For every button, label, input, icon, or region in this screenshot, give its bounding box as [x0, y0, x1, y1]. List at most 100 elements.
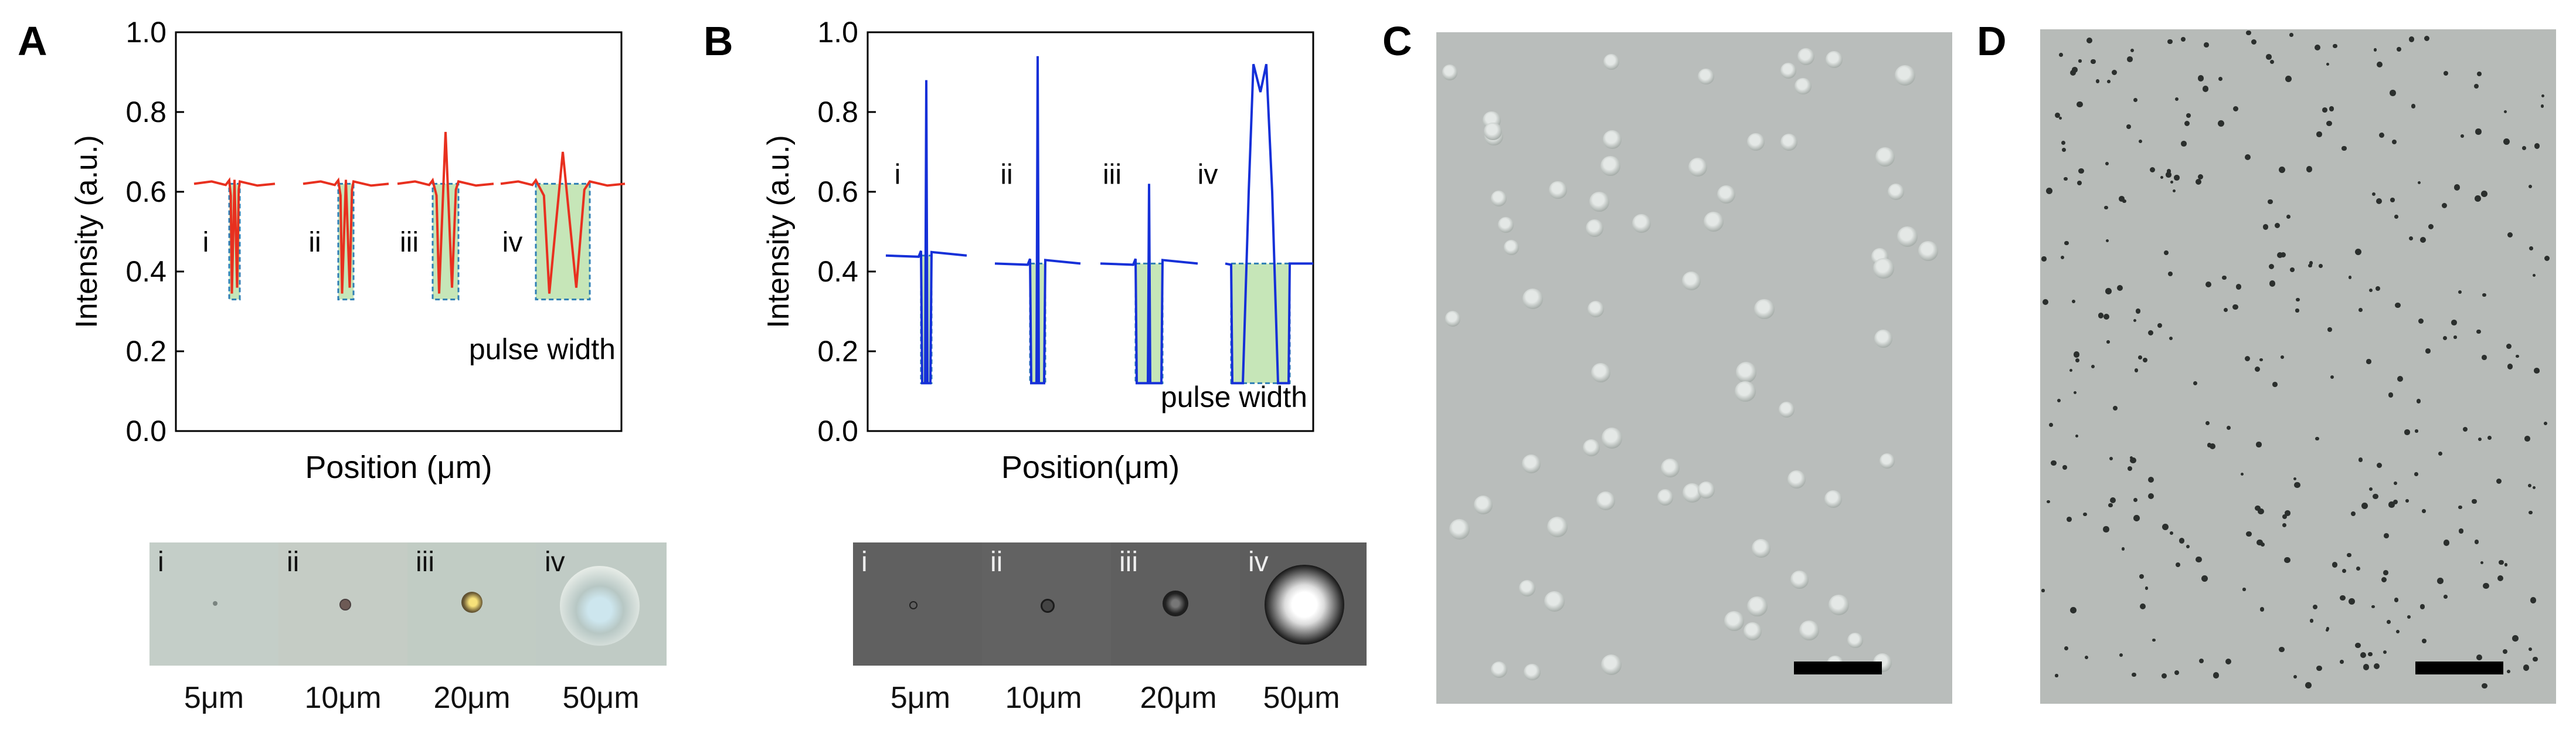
- particle: [2167, 39, 2173, 45]
- particle: [2162, 673, 2167, 679]
- microsphere: [1780, 63, 1796, 79]
- particle: [2062, 465, 2067, 470]
- profile-trace-ii: [994, 56, 1081, 385]
- strip-b-cell-iii: iii: [1111, 542, 1240, 666]
- particle: [2347, 552, 2351, 558]
- particle: [2142, 358, 2147, 363]
- particle: [2285, 510, 2290, 516]
- particle: [2240, 473, 2244, 476]
- microsphere: [1799, 620, 1819, 640]
- particle: [2534, 143, 2540, 149]
- particle: [2043, 299, 2048, 305]
- particle: [2528, 647, 2533, 652]
- particle: [2122, 199, 2126, 203]
- y-axis-label: Intensity (a.u.): [70, 135, 104, 328]
- particle: [2421, 638, 2427, 644]
- particle: [2360, 652, 2366, 659]
- microsphere: [1498, 216, 1514, 233]
- particle: [2103, 526, 2109, 533]
- particle: [2381, 576, 2387, 582]
- particle: [2235, 284, 2242, 290]
- particle: [2377, 62, 2383, 68]
- particle: [2180, 37, 2186, 42]
- particle: [2475, 195, 2481, 202]
- profile-trace-i: [885, 80, 967, 385]
- microsphere: [1724, 611, 1744, 631]
- particle: [2528, 185, 2533, 189]
- particle: [2269, 59, 2275, 64]
- microsphere: [1600, 155, 1620, 176]
- particle: [2201, 575, 2208, 582]
- particle: [2487, 435, 2492, 440]
- microsphere: [1874, 329, 1893, 348]
- microsphere: [1544, 591, 1565, 612]
- strip-b-cell-iv: iv: [1240, 542, 1367, 666]
- particle: [2058, 53, 2063, 57]
- particle: [2147, 477, 2154, 483]
- particle: [2246, 30, 2251, 36]
- microsphere: [1752, 539, 1770, 558]
- particle: [2179, 538, 2185, 544]
- microsphere: [1660, 458, 1680, 478]
- particle: [2502, 649, 2507, 654]
- particle: [2394, 598, 2399, 602]
- microsphere: [1688, 157, 1708, 177]
- particle: [2458, 505, 2462, 509]
- chart-b: 0.0 0.2 0.4 0.6 0.8 1.0 Intensity (a.u.) Positi…: [762, 16, 1314, 485]
- x-axis-label: Position(μm): [1001, 450, 1180, 485]
- particle: [2170, 531, 2174, 535]
- microsphere: [1847, 632, 1863, 649]
- particle: [2072, 300, 2076, 304]
- microsphere: [1602, 130, 1622, 150]
- particle: [2109, 457, 2113, 461]
- y-tick-label: 0.4: [125, 255, 166, 288]
- particle: [2532, 274, 2536, 277]
- particle: [2395, 629, 2400, 633]
- particle: [2313, 605, 2318, 610]
- particle: [2174, 175, 2180, 181]
- particle: [2504, 563, 2507, 567]
- particle: [2481, 190, 2487, 197]
- particle: [2373, 48, 2377, 52]
- particle: [2341, 145, 2347, 151]
- particle: [2242, 588, 2246, 591]
- particle: [2409, 236, 2414, 240]
- particle: [2503, 138, 2510, 145]
- particle: [2383, 650, 2387, 654]
- particle: [2266, 54, 2272, 60]
- particle: [2075, 435, 2078, 438]
- particle: [2340, 660, 2344, 664]
- particle: [2091, 59, 2096, 64]
- particle: [2282, 514, 2288, 520]
- particle: [2108, 503, 2113, 508]
- particle: [2130, 49, 2134, 53]
- particle: [2205, 420, 2210, 426]
- droplet-20um-image: [461, 592, 482, 613]
- particle: [2077, 181, 2082, 186]
- microsphere: [1795, 77, 1812, 95]
- particle: [2175, 97, 2179, 101]
- particle: [2119, 653, 2123, 657]
- microsphere: [1875, 147, 1895, 167]
- particle: [2164, 250, 2169, 255]
- microsphere: [1589, 192, 1609, 212]
- particle: [2107, 80, 2111, 84]
- profile-label-iv: iv: [502, 227, 523, 258]
- size-label-a-20um: 20μm: [433, 681, 511, 715]
- y-tick-label: 0.2: [125, 335, 166, 368]
- microsphere: [1522, 454, 1541, 473]
- particle: [2066, 516, 2072, 522]
- particle: [2147, 493, 2154, 500]
- particle: [2285, 76, 2292, 83]
- microsphere: [1484, 122, 1502, 141]
- particle: [2522, 145, 2526, 150]
- particle: [2184, 120, 2190, 126]
- particle: [2329, 106, 2334, 111]
- particle: [2397, 376, 2403, 382]
- droplet-10um-image: [1041, 599, 1055, 613]
- profile-label-i: i: [895, 159, 901, 190]
- microsphere: [1778, 401, 1795, 418]
- particle: [2473, 83, 2479, 89]
- particle: [2482, 293, 2487, 297]
- microsphere: [1780, 133, 1798, 151]
